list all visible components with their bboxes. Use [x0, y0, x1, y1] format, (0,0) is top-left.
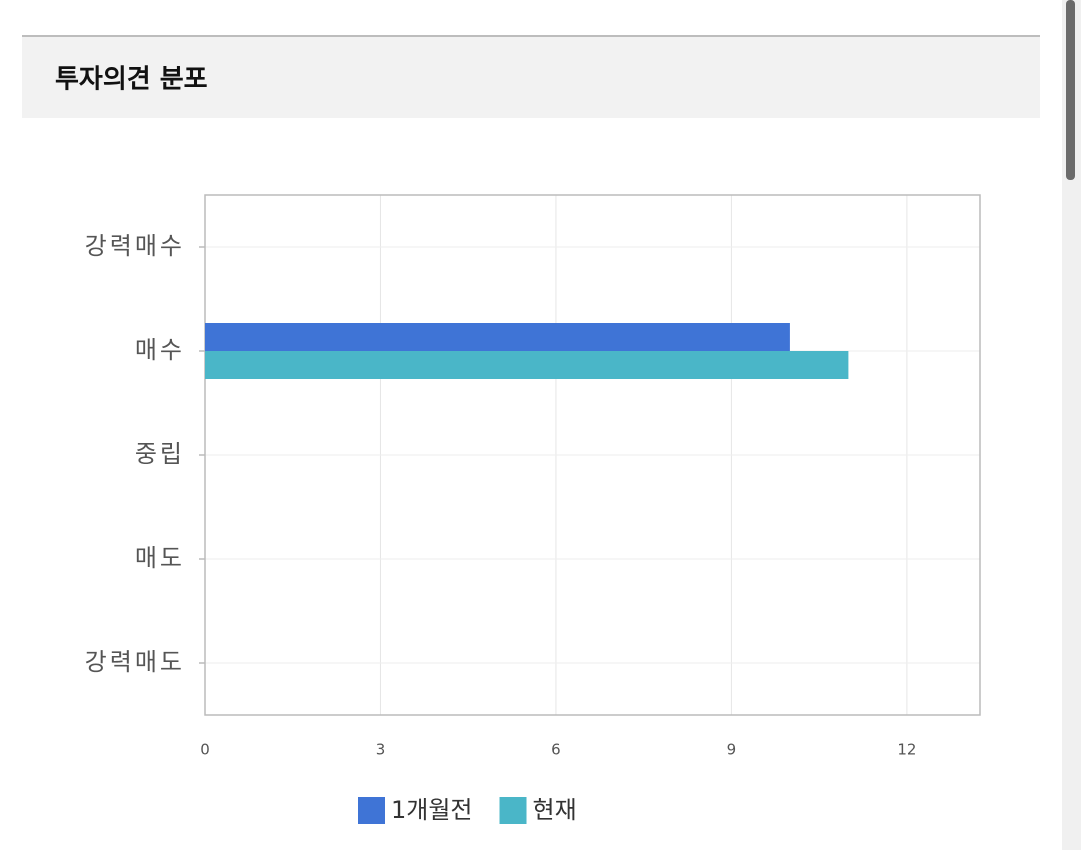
legend-swatch — [358, 797, 385, 824]
y-tick-label: 매도 — [135, 544, 185, 572]
x-tick-label: 0 — [200, 741, 210, 759]
y-tick-label: 중립 — [135, 440, 185, 468]
legend-label: 현재 — [533, 796, 577, 824]
x-tick-label: 6 — [551, 741, 561, 759]
legend-swatch — [499, 797, 527, 824]
y-tick-label: 매수 — [135, 336, 185, 364]
header-title: 투자의견 분포 — [55, 65, 208, 95]
x-tick-label: 12 — [897, 741, 916, 759]
scrollbar-track — [1062, 0, 1081, 850]
y-tick-label: 강력매도 — [85, 648, 185, 676]
legend-label: 1개월전 — [391, 796, 473, 824]
bar — [205, 323, 790, 351]
scrollbar-thumb[interactable] — [1066, 0, 1075, 180]
y-tick-label: 강력매수 — [85, 232, 185, 260]
bar — [205, 351, 849, 379]
header-band — [22, 35, 1040, 118]
x-tick-label: 9 — [727, 741, 737, 759]
plot-border — [204, 194, 981, 716]
x-tick-label: 3 — [376, 741, 386, 759]
